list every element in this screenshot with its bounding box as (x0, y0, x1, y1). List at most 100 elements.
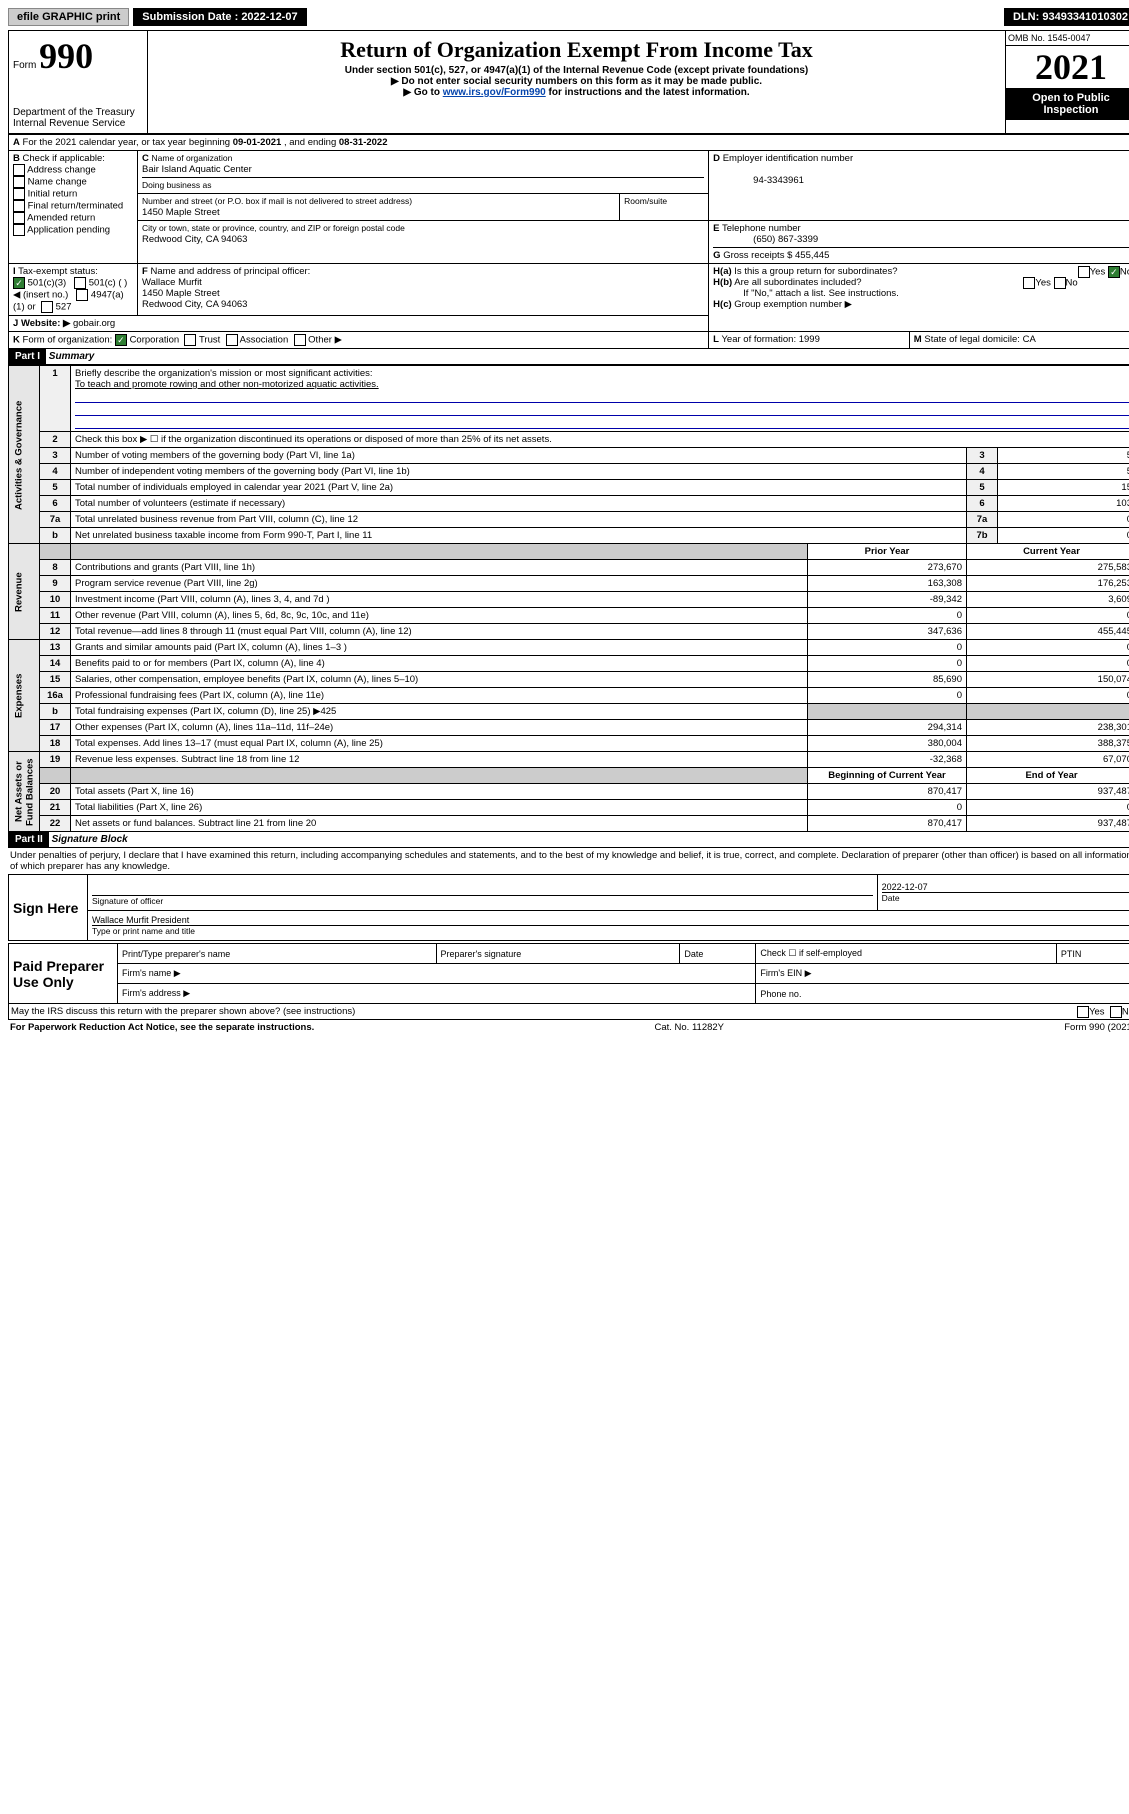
ha-no-checkbox[interactable]: ✓ (1108, 266, 1120, 278)
amended-checkbox[interactable] (13, 212, 25, 224)
period-a-label: A (13, 137, 20, 148)
l7a-box: 7a (967, 512, 998, 528)
note2-pre: ▶ Go to (403, 87, 442, 98)
box-m-label: M (914, 334, 922, 345)
box-l-label: L (713, 334, 719, 345)
l7b-val: 0 (998, 528, 1129, 544)
l3-val: 5 (998, 448, 1129, 464)
l6-box: 6 (967, 496, 998, 512)
officer-addr2: Redwood City, CA 94063 (142, 299, 247, 310)
sig-name-label: Type or print name and title (92, 926, 195, 936)
4947-checkbox[interactable] (76, 289, 88, 301)
discuss-yes: Yes (1089, 1007, 1105, 1018)
assoc-checkbox[interactable] (226, 334, 238, 346)
initial-return-checkbox[interactable] (13, 188, 25, 200)
l5-num: 5 (40, 480, 71, 496)
discuss-text: May the IRS discuss this return with the… (11, 1006, 355, 1017)
gross-receipts-label: Gross receipts $ (723, 250, 792, 261)
form-title: Return of Organization Exempt From Incom… (152, 37, 1001, 63)
tax-exempt-heading: Tax-exempt status: (18, 266, 98, 277)
period-mid: , and ending (284, 137, 339, 148)
l14-prior: 0 (808, 656, 967, 672)
name-change-checkbox[interactable] (13, 176, 25, 188)
city-label: City or town, state or province, country… (142, 223, 405, 233)
paid-preparer-label: Paid Preparer Use Only (9, 944, 118, 1004)
l8-text: Contributions and grants (Part VIII, lin… (71, 560, 808, 576)
sig-officer-label: Signature of officer (92, 896, 163, 906)
yof-heading: Year of formation: (721, 334, 796, 345)
l6-text: Total number of volunteers (estimate if … (71, 496, 967, 512)
dept-treasury: Department of the Treasury (13, 107, 143, 118)
501c3-checkbox[interactable]: ✓ (13, 277, 25, 289)
penalties-text: Under penalties of perjury, I declare th… (8, 848, 1129, 874)
addr-change-checkbox[interactable] (13, 164, 25, 176)
501c-checkbox[interactable] (74, 277, 86, 289)
l7b-num: b (40, 528, 71, 544)
ein-label: Employer identification number (723, 153, 853, 164)
l7b-box: 7b (967, 528, 998, 544)
form-prefix: Form (13, 60, 36, 71)
l4-num: 4 (40, 464, 71, 480)
officer-addr1: 1450 Maple Street (142, 288, 220, 299)
l16b-num: b (40, 704, 71, 720)
part2-title: Signature Block (52, 834, 128, 845)
officer-name: Wallace Murfit (142, 277, 202, 288)
l16b-text: Total fundraising expenses (Part IX, col… (71, 704, 808, 720)
public-inspection: Open to Public Inspection (1006, 88, 1129, 120)
discuss-no-checkbox[interactable] (1110, 1006, 1122, 1018)
final-return-checkbox[interactable] (13, 200, 25, 212)
sig-date-value: 2022-12-07 (882, 882, 928, 892)
cat-no: Cat. No. 11282Y (314, 1022, 1064, 1033)
trust-checkbox[interactable] (184, 334, 196, 346)
hb-no-checkbox[interactable] (1054, 277, 1066, 289)
summary-table: Activities & Governance 1 Briefly descri… (8, 365, 1129, 832)
submission-date-button[interactable]: Submission Date : 2022-12-07 (133, 8, 306, 26)
l11-text: Other revenue (Part VIII, column (A), li… (71, 608, 808, 624)
l18-current: 388,375 (967, 736, 1129, 752)
firm-name-label: Firm's name ▶ (118, 964, 756, 984)
box-e-label: E (713, 223, 719, 234)
l12-text: Total revenue—add lines 8 through 11 (mu… (71, 624, 808, 640)
l1-num: 1 (40, 366, 71, 432)
corp-checkbox[interactable]: ✓ (115, 334, 127, 346)
l17-current: 238,301 (967, 720, 1129, 736)
discuss-yes-checkbox[interactable] (1077, 1006, 1089, 1018)
form-note1: ▶ Do not enter social security numbers o… (152, 76, 1001, 87)
ha-yes-checkbox[interactable] (1078, 266, 1090, 278)
l7a-num: 7a (40, 512, 71, 528)
l14-num: 14 (40, 656, 71, 672)
box-k-label: K (13, 335, 20, 346)
l16a-current: 0 (967, 688, 1129, 704)
firm-addr-label: Firm's address ▶ (118, 984, 756, 1004)
opt-pending: Application pending (27, 225, 110, 236)
period-end: 08-31-2022 (339, 137, 388, 148)
app-pending-checkbox[interactable] (13, 224, 25, 236)
501c3-label: 501(c)(3) (28, 278, 67, 289)
527-checkbox[interactable] (41, 301, 53, 313)
prep-date-label: Date (680, 944, 756, 964)
l15-text: Salaries, other compensation, employee b… (71, 672, 808, 688)
opt-final: Final return/terminated (28, 201, 124, 212)
l3-num: 3 (40, 448, 71, 464)
efile-print-button[interactable]: efile GRAPHIC print (8, 8, 129, 26)
l16a-text: Professional fundraising fees (Part IX, … (71, 688, 808, 704)
form-subtitle: Under section 501(c), 527, or 4947(a)(1)… (152, 65, 1001, 76)
phone-value: (650) 867-3399 (753, 234, 818, 245)
period-begin: 09-01-2021 (233, 137, 282, 148)
l22-num: 22 (40, 816, 71, 832)
l3-text: Number of voting members of the governin… (71, 448, 967, 464)
form990-link[interactable]: www.irs.gov/Form990 (443, 87, 546, 98)
section-expenses: Expenses (9, 640, 40, 752)
l19-text: Revenue less expenses. Subtract line 18 … (71, 752, 808, 768)
l7b-text: Net unrelated business taxable income fr… (71, 528, 967, 544)
l21-text: Total liabilities (Part X, line 26) (71, 800, 808, 816)
hb-yes-checkbox[interactable] (1023, 277, 1035, 289)
domicile-value: CA (1023, 334, 1036, 345)
prep-check-label: Check ☐ if self-employed (756, 944, 1056, 964)
box-f-label: F (142, 266, 148, 277)
boy-hdr: Beginning of Current Year (808, 768, 967, 784)
l20-num: 20 (40, 784, 71, 800)
prep-sig-label: Preparer's signature (436, 944, 680, 964)
other-checkbox[interactable] (294, 334, 306, 346)
tax-year: 2021 (1006, 46, 1129, 88)
